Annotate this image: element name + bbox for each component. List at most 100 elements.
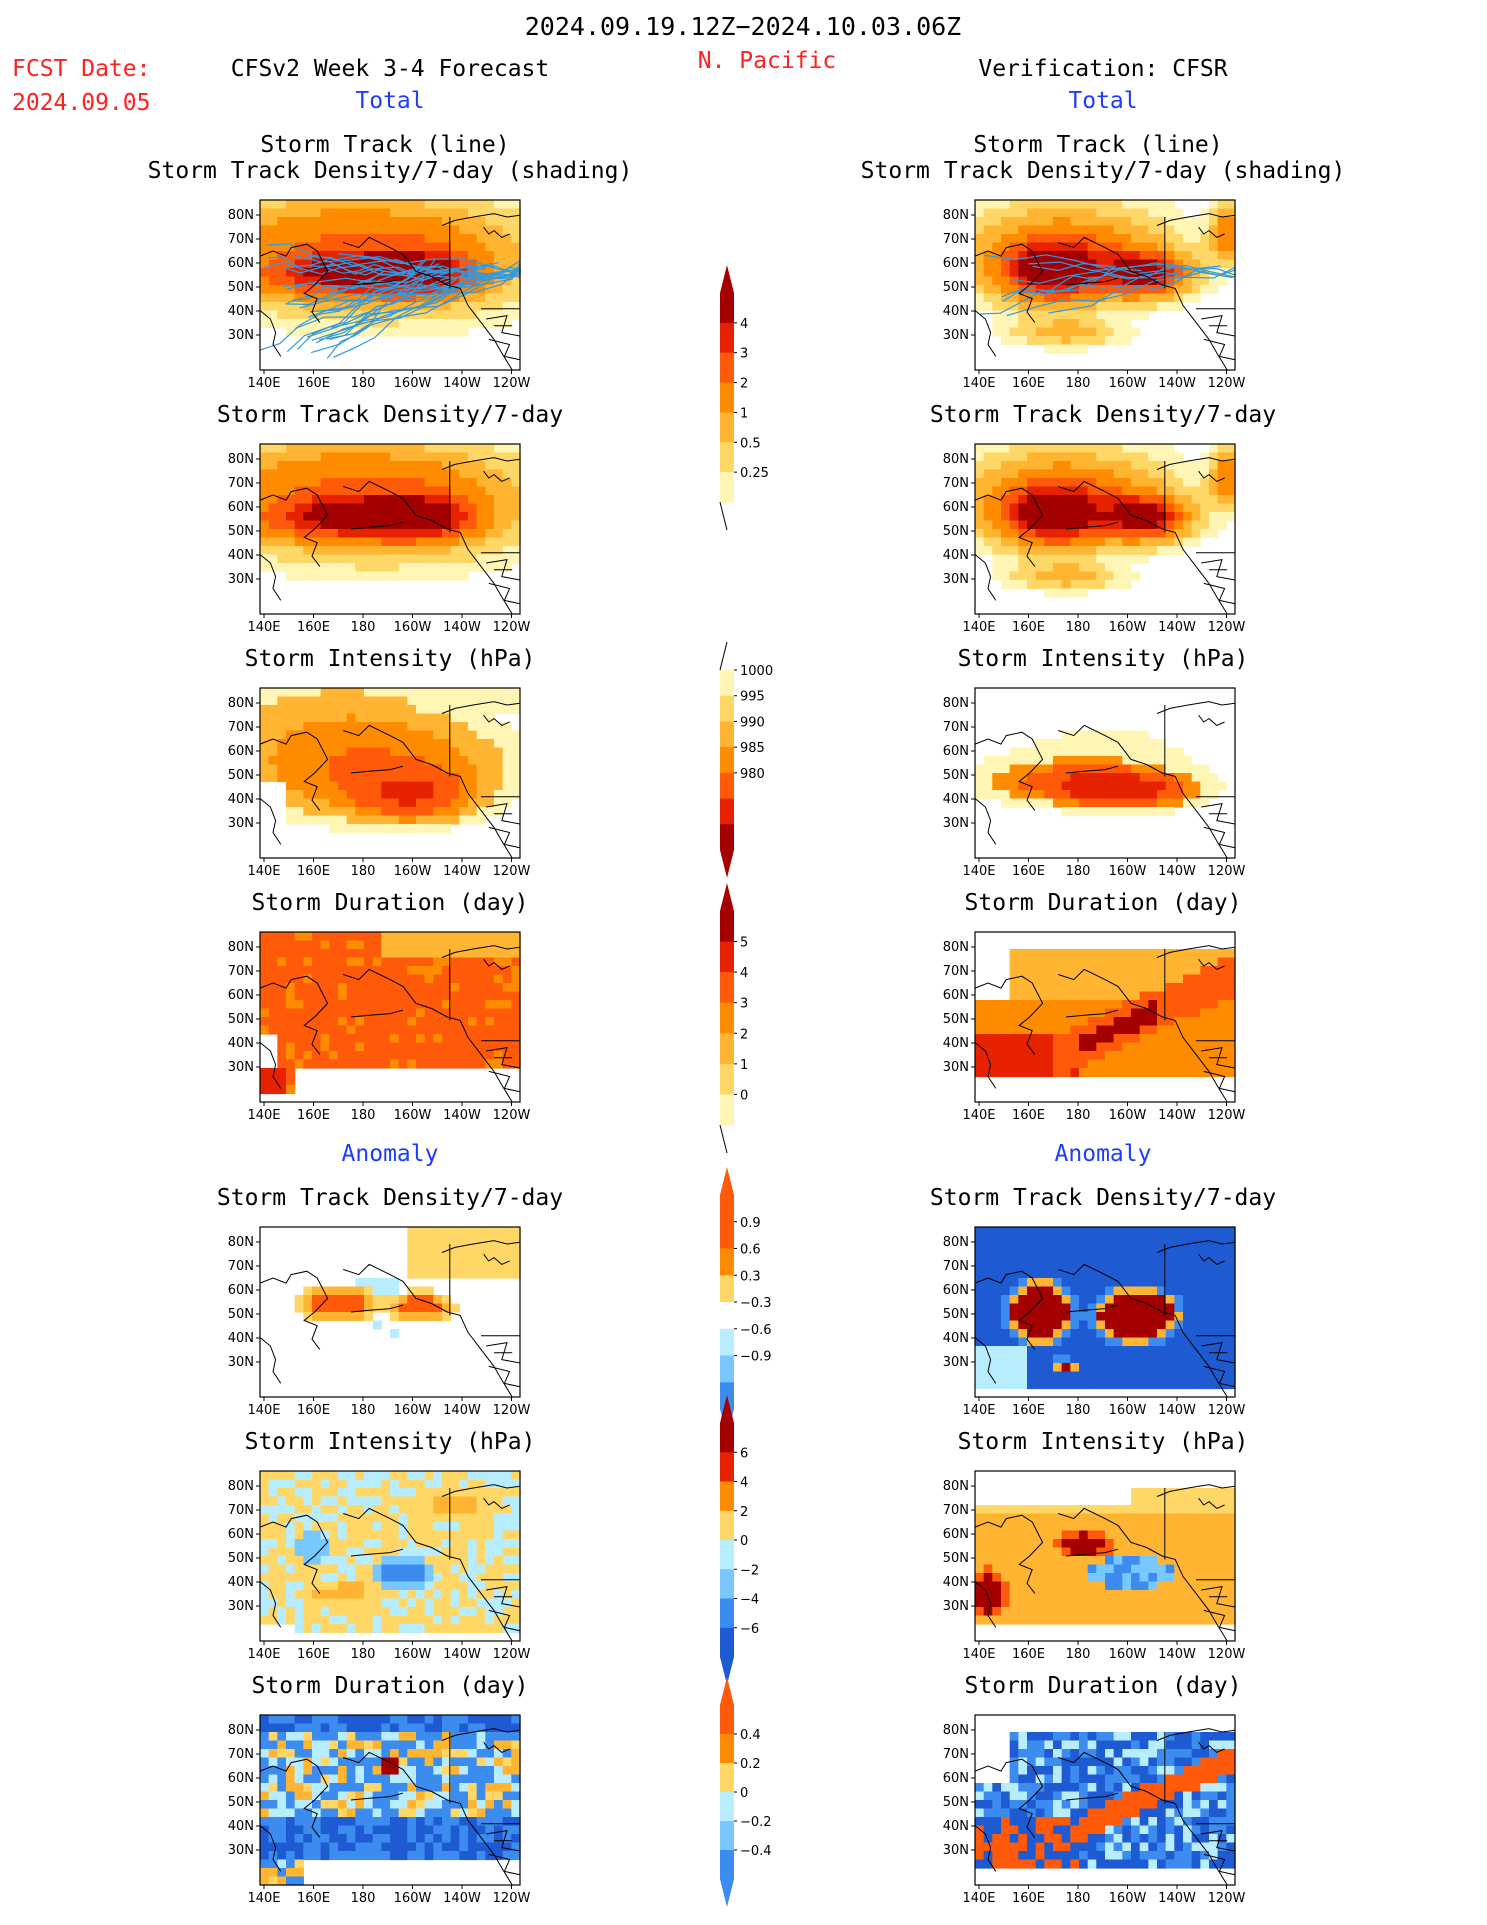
grid-cell	[372, 1505, 382, 1515]
grid-cell	[468, 1244, 478, 1254]
grid-cell	[1079, 1252, 1089, 1262]
grid-cell	[1105, 1059, 1115, 1069]
grid-cell	[416, 798, 426, 808]
grid-cell	[459, 1051, 469, 1061]
grid-cell	[511, 200, 521, 210]
grid-cell	[1157, 234, 1167, 244]
grid-cell	[494, 208, 504, 218]
grid-cell	[364, 529, 374, 539]
grid-cell	[277, 1573, 287, 1583]
grid-cell	[398, 444, 408, 454]
grid-cell	[346, 234, 356, 244]
grid-cell	[1053, 1068, 1063, 1078]
grid-cell	[975, 529, 985, 539]
grid-cell	[1079, 1042, 1089, 1052]
grid-cell	[450, 276, 460, 286]
grid-cell	[1070, 529, 1080, 539]
grid-cell	[1157, 495, 1167, 505]
grid-cell	[416, 1244, 426, 1254]
grid-cell	[450, 781, 460, 791]
grid-cell	[511, 242, 521, 252]
grid-cell	[485, 225, 495, 235]
grid-cell	[502, 940, 512, 950]
grid-cell	[1174, 461, 1184, 471]
grid-cell	[416, 554, 426, 564]
grid-cell	[485, 546, 495, 556]
grid-cell	[1131, 310, 1141, 320]
grid-cell	[1027, 1252, 1037, 1262]
grid-cell	[1139, 1051, 1149, 1061]
grid-cell	[277, 1471, 287, 1481]
grid-cell	[992, 554, 1002, 564]
grid-cell	[355, 983, 365, 993]
grid-cell	[1131, 217, 1141, 227]
grid-cell	[459, 688, 469, 698]
grid-cell	[459, 563, 469, 573]
grid-cell	[1053, 1371, 1063, 1381]
grid-cell	[1113, 1380, 1123, 1390]
grid-cell	[372, 546, 382, 556]
grid-cell	[424, 537, 434, 547]
grid-cell	[1053, 1363, 1063, 1373]
grid-cell	[320, 302, 330, 312]
grid-cell	[511, 1017, 521, 1027]
grid-cell	[502, 1008, 512, 1018]
grid-cell	[390, 1295, 400, 1305]
grid-cell	[1209, 452, 1219, 462]
grid-cell	[1087, 1346, 1097, 1356]
grid-cell	[1226, 200, 1236, 210]
grid-cell	[1070, 1000, 1080, 1010]
grid-cell	[1209, 251, 1219, 261]
grid-cell	[450, 790, 460, 800]
grid-cell	[398, 1547, 408, 1557]
grid-cell	[294, 200, 304, 210]
region-title: N. Pacific	[697, 48, 837, 74]
grid-cell	[277, 1076, 287, 1086]
grid-cell	[346, 444, 356, 454]
grid-cell	[372, 520, 382, 530]
grid-cell	[1044, 747, 1054, 757]
grid-cell	[1035, 764, 1045, 774]
grid-cell	[372, 1295, 382, 1305]
grid-cell	[1035, 537, 1045, 547]
grid-cell	[303, 957, 313, 967]
grid-cell	[312, 276, 322, 286]
grid-cell	[468, 756, 478, 766]
grid-cell	[390, 756, 400, 766]
grid-cell	[1079, 571, 1089, 581]
grid-cell	[1096, 1337, 1106, 1347]
grid-cell	[1053, 580, 1063, 590]
grid-cell	[424, 1059, 434, 1069]
grid-cell	[407, 1008, 417, 1018]
grid-cell	[442, 310, 452, 320]
grid-cell	[312, 940, 322, 950]
grid-cell	[286, 1556, 296, 1566]
grid-cell	[1018, 571, 1028, 581]
grid-cell	[1035, 1346, 1045, 1356]
lat-tick-label: 70N	[228, 1503, 254, 1518]
grid-cell	[450, 949, 460, 959]
grid-cell	[320, 949, 330, 959]
grid-cell	[1174, 957, 1184, 967]
grid-cell	[346, 495, 356, 505]
grid-cell	[485, 1471, 495, 1481]
lat-tick-label: 50N	[943, 1012, 969, 1027]
grid-cell	[1044, 563, 1054, 573]
grid-cell	[442, 478, 452, 488]
grid-cell	[303, 1312, 313, 1322]
grid-cell	[1044, 1261, 1054, 1271]
grid-cell	[1113, 217, 1123, 227]
grid-cell	[1122, 1269, 1132, 1279]
grid-cell	[294, 217, 304, 227]
grid-cell	[1018, 1244, 1028, 1254]
grid-cell	[390, 1471, 400, 1481]
grid-cell	[277, 773, 287, 783]
grid-cell	[992, 1303, 1002, 1313]
grid-cell	[286, 1059, 296, 1069]
grid-cell	[450, 217, 460, 227]
grid-cell	[286, 688, 296, 698]
grid-cell	[1157, 1312, 1167, 1322]
grid-cell	[1096, 1269, 1106, 1279]
grid-cell	[286, 259, 296, 269]
grid-cell	[1027, 512, 1037, 522]
